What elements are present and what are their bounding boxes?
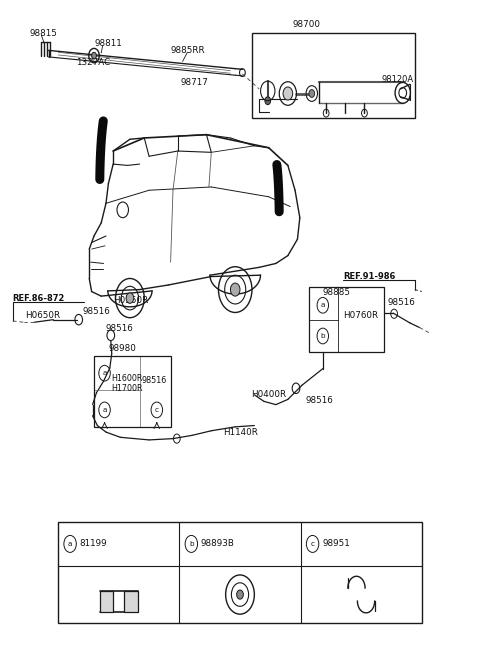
Bar — [310, 287, 384, 352]
Text: 98980: 98980 — [108, 344, 136, 353]
Text: 81199: 81199 — [80, 540, 108, 548]
Text: c: c — [311, 541, 314, 547]
Text: 98815: 98815 — [29, 29, 57, 38]
Text: H1700R: H1700R — [111, 384, 142, 392]
Text: a: a — [102, 407, 107, 413]
Text: 98516: 98516 — [387, 298, 415, 307]
Bar — [252, 33, 415, 119]
Text: 98120A: 98120A — [381, 75, 413, 84]
Text: 98516: 98516 — [305, 396, 333, 405]
Text: a: a — [321, 302, 325, 309]
Text: REF.86-872: REF.86-872 — [12, 294, 65, 303]
Text: 98885: 98885 — [323, 288, 351, 297]
Circle shape — [92, 52, 96, 59]
Text: b: b — [321, 333, 325, 339]
Text: H1140R: H1140R — [223, 428, 258, 437]
Bar — [124, 591, 138, 612]
Text: H0650R: H0650R — [25, 311, 60, 320]
Text: a: a — [68, 541, 72, 547]
Text: c: c — [155, 407, 159, 413]
Bar — [58, 521, 422, 623]
Text: 98516: 98516 — [82, 307, 110, 316]
Text: 98516: 98516 — [106, 324, 134, 333]
Bar — [94, 356, 170, 427]
Text: H1600R: H1600R — [111, 375, 142, 383]
Text: 98700: 98700 — [293, 20, 321, 29]
Circle shape — [230, 283, 240, 296]
Circle shape — [283, 87, 293, 100]
Text: a: a — [102, 370, 107, 376]
Text: H0400R: H0400R — [252, 390, 287, 400]
Text: 98811: 98811 — [94, 39, 122, 48]
Bar — [100, 591, 113, 612]
Text: H0760R: H0760R — [343, 310, 378, 320]
Text: 9885RR: 9885RR — [170, 46, 205, 55]
Circle shape — [126, 293, 134, 303]
Text: 98516: 98516 — [142, 377, 167, 385]
Text: 98951: 98951 — [322, 540, 350, 548]
Text: 98893B: 98893B — [201, 540, 235, 548]
Circle shape — [237, 590, 243, 599]
Text: REF.91-986: REF.91-986 — [343, 272, 395, 281]
Text: 98717: 98717 — [180, 78, 208, 87]
Text: b: b — [189, 541, 193, 547]
Text: 1327AC: 1327AC — [76, 58, 110, 67]
Circle shape — [265, 97, 271, 105]
Circle shape — [309, 90, 315, 98]
Text: H0550R: H0550R — [113, 295, 148, 305]
